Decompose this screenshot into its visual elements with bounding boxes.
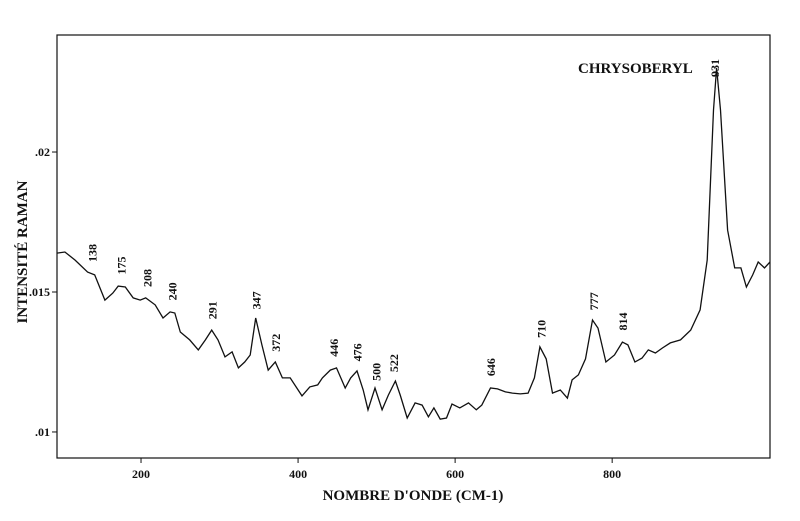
x-tick-label: 200 bbox=[132, 467, 150, 481]
peak-label: 138 bbox=[85, 244, 99, 262]
plot-frame bbox=[56, 34, 771, 459]
peak-label: 291 bbox=[205, 301, 219, 319]
peak-label: 500 bbox=[370, 363, 384, 381]
peak-label: 646 bbox=[484, 358, 498, 376]
peak-label: 931 bbox=[708, 59, 722, 77]
peak-label: 476 bbox=[351, 343, 365, 361]
spectrum-line bbox=[56, 67, 771, 420]
peak-label: 372 bbox=[269, 334, 283, 352]
peak-label: 175 bbox=[114, 256, 128, 274]
peak-label: 710 bbox=[534, 320, 548, 338]
y-axis-title: INTENSITÉ RAMAN bbox=[14, 180, 31, 323]
peak-label: 522 bbox=[387, 354, 401, 372]
peak-label: 240 bbox=[165, 282, 179, 300]
peak-label: 347 bbox=[249, 291, 263, 309]
peak-label: 208 bbox=[140, 269, 154, 287]
x-tick-label: 600 bbox=[446, 467, 464, 481]
x-tick-label: 400 bbox=[289, 467, 307, 481]
peak-label: 814 bbox=[616, 313, 630, 331]
y-tick-label: .02 bbox=[35, 145, 50, 159]
peak-label: 777 bbox=[587, 292, 601, 310]
x-axis-title: NOMBRE D'ONDE (CM-1) bbox=[323, 488, 504, 504]
peak-label: 446 bbox=[327, 339, 341, 357]
x-tick-label: 800 bbox=[603, 467, 621, 481]
y-tick-label: .01 bbox=[35, 425, 50, 439]
annotation: CHRYSOBERYL bbox=[578, 61, 693, 77]
y-tick-label: .015 bbox=[29, 285, 50, 299]
